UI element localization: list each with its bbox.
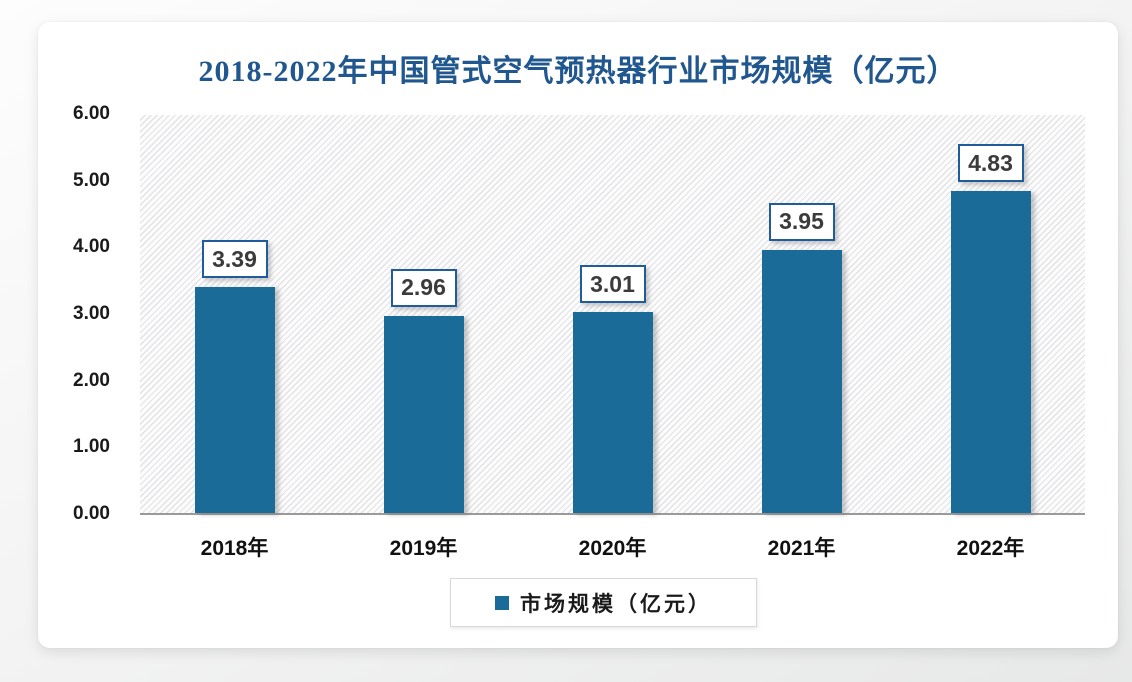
y-axis-tick-label: 0.00 (73, 503, 110, 524)
x-axis-tick-label: 2022年 (956, 537, 1025, 560)
legend-label: 市场规模（亿元） (520, 592, 712, 616)
value-label-2022年: 4.83 (957, 144, 1024, 182)
bar-2022年 (950, 191, 1031, 513)
y-axis-tick-label: 5.00 (73, 169, 110, 191)
plot-area: 3.39 2.96 3.01 3.95 4.83 (140, 115, 1085, 515)
chart-title: 2018-2022年中国管式空气预热器行业市场规模（亿元） (198, 55, 958, 88)
value-label-2018年: 3.39 (201, 240, 268, 278)
chart-card: 2018-2022年中国管式空气预热器行业市场规模（亿元） 0.00 1.00 2.… (38, 22, 1118, 648)
y-axis: 0.00 1.00 2.00 3.00 4.00 5.00 6.00 (50, 103, 110, 524)
y-axis-tick-label: 2.00 (73, 369, 110, 391)
bar-2018年 (194, 287, 275, 513)
y-axis-tick-label: 6.00 (73, 103, 110, 124)
legend-marker-icon (495, 595, 509, 610)
bar-2019年 (383, 315, 464, 513)
y-axis-tick-label: 1.00 (73, 436, 110, 458)
x-axis-tick-label: 2019年 (389, 537, 458, 560)
bar-2020年 (572, 312, 653, 513)
bar-2021年 (761, 249, 842, 513)
value-label-2021年: 3.95 (768, 202, 835, 241)
y-axis-tick-label: 3.00 (73, 303, 110, 324)
value-label-2019年: 2.96 (390, 268, 457, 307)
x-axis: 2018年 2019年 2020年 2021年 2022年 (140, 532, 1085, 562)
legend: 市场规模（亿元） (450, 578, 757, 627)
y-axis-tick-label: 4.00 (73, 236, 110, 258)
value-label-2020年: 3.01 (579, 265, 646, 304)
x-axis-tick-label: 2020年 (578, 537, 647, 560)
x-axis-tick-label: 2018年 (200, 537, 269, 560)
x-axis-tick-label: 2021年 (767, 537, 836, 560)
